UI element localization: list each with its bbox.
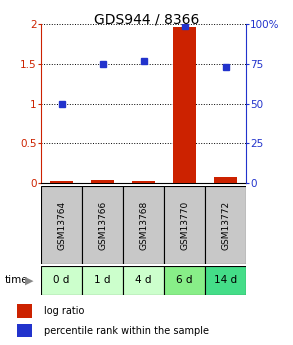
Bar bbox=[173, 27, 196, 183]
Text: percentile rank within the sample: percentile rank within the sample bbox=[44, 326, 209, 336]
Text: 6 d: 6 d bbox=[176, 275, 193, 285]
Bar bbox=[123, 266, 164, 295]
Bar bbox=[164, 186, 205, 264]
Text: 4 d: 4 d bbox=[135, 275, 152, 285]
Bar bbox=[205, 266, 246, 295]
Bar bbox=[164, 266, 205, 295]
Bar bbox=[132, 181, 155, 183]
Text: log ratio: log ratio bbox=[44, 306, 85, 316]
Bar bbox=[205, 186, 246, 264]
Text: GSM13768: GSM13768 bbox=[139, 200, 148, 250]
Bar bbox=[17, 324, 32, 337]
Bar bbox=[50, 181, 73, 183]
Text: 1 d: 1 d bbox=[94, 275, 111, 285]
Bar bbox=[41, 266, 82, 295]
Text: GSM13772: GSM13772 bbox=[221, 200, 230, 250]
Bar bbox=[123, 186, 164, 264]
Text: GSM13764: GSM13764 bbox=[57, 200, 66, 250]
Bar bbox=[91, 180, 114, 183]
Text: GSM13770: GSM13770 bbox=[180, 200, 189, 250]
Bar bbox=[17, 304, 32, 317]
Text: ▶: ▶ bbox=[25, 275, 34, 285]
Bar bbox=[82, 186, 123, 264]
Bar bbox=[41, 186, 82, 264]
Bar bbox=[82, 266, 123, 295]
Bar bbox=[214, 177, 237, 183]
Text: 0 d: 0 d bbox=[53, 275, 70, 285]
Text: 14 d: 14 d bbox=[214, 275, 237, 285]
Text: time: time bbox=[4, 275, 28, 285]
Text: GDS944 / 8366: GDS944 / 8366 bbox=[94, 12, 199, 26]
Text: GSM13766: GSM13766 bbox=[98, 200, 107, 250]
